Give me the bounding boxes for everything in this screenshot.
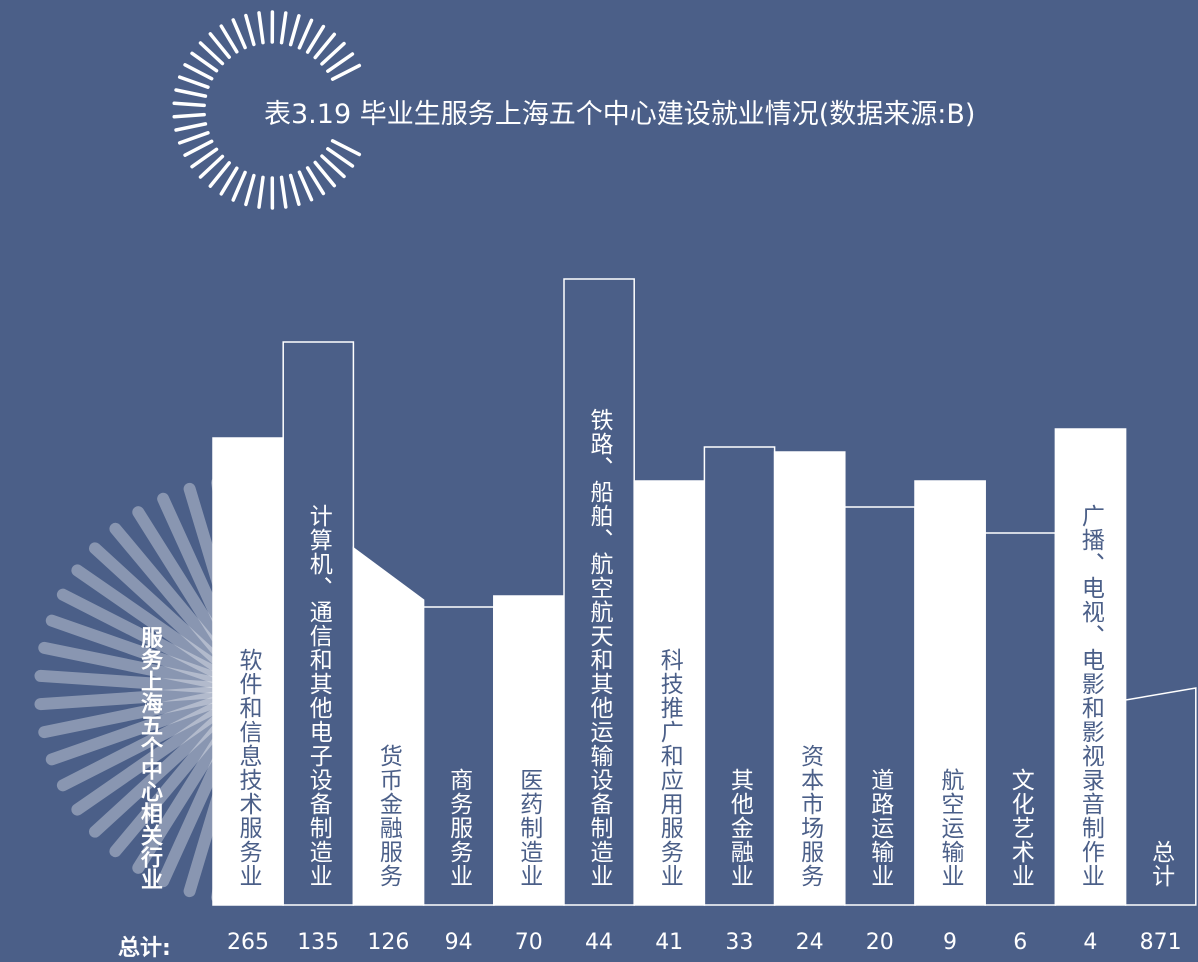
column-total: 6 xyxy=(985,930,1055,955)
column-total: 70 xyxy=(494,930,564,955)
ray xyxy=(174,115,204,117)
column-total: 33 xyxy=(704,930,774,955)
ray xyxy=(180,133,208,143)
column-total: 9 xyxy=(915,930,985,955)
ray xyxy=(282,177,286,207)
column-label: 医药制造业 xyxy=(494,768,564,888)
ray xyxy=(176,124,205,130)
column-total: 265 xyxy=(213,930,283,955)
column-label: 其他金融业 xyxy=(704,768,774,888)
ray xyxy=(259,13,263,43)
ray xyxy=(185,141,212,155)
ray xyxy=(185,65,212,79)
ray xyxy=(180,77,208,87)
column-label: 软件和信息技术服务业 xyxy=(213,648,283,888)
column-label: 总计 xyxy=(1126,840,1196,888)
ray xyxy=(333,141,360,155)
column-total: 94 xyxy=(424,930,494,955)
column-total: 871 xyxy=(1126,930,1196,955)
ray xyxy=(299,172,311,199)
column-label: 计算机、通信和其他电子设备制造业 xyxy=(283,504,353,888)
ray xyxy=(233,172,245,200)
column-label: 铁路、船舶、航空航天和其他运输设备制造业 xyxy=(564,408,634,888)
side-label: 服务上海五个中心相关行业 xyxy=(132,560,166,890)
column-total: 4 xyxy=(1055,930,1125,955)
column-label: 商务服务业 xyxy=(424,768,494,888)
column-label: 航空运输业 xyxy=(915,768,985,888)
ray xyxy=(299,20,311,47)
column-label: 货币金融服务 xyxy=(353,744,423,888)
ray xyxy=(291,175,299,204)
ray xyxy=(246,16,254,45)
column-total: 24 xyxy=(775,930,845,955)
column-label: 道路运输业 xyxy=(845,768,915,888)
column-total: 135 xyxy=(283,930,353,955)
ray xyxy=(291,16,299,45)
ray xyxy=(233,20,245,48)
column-label: 科技推广和应用服务业 xyxy=(634,648,704,888)
total-label: 总计: xyxy=(118,930,171,962)
title: 表3.19 毕业生服务上海五个中心建设就业情况(数据来源:B) xyxy=(264,92,975,131)
ray xyxy=(282,13,286,43)
column-total: 126 xyxy=(353,930,423,955)
column-total: 44 xyxy=(564,930,634,955)
ray xyxy=(333,66,360,80)
column-label: 广播、电视、电影和影视录音制作业 xyxy=(1055,504,1125,888)
ray xyxy=(246,176,254,205)
column-label: 文化艺术业 xyxy=(985,768,1055,888)
column-label: 资本市场服务 xyxy=(775,744,845,888)
column-total: 20 xyxy=(845,930,915,955)
ray xyxy=(176,90,205,96)
ray xyxy=(259,177,263,207)
ray xyxy=(174,103,204,105)
column-total: 41 xyxy=(634,930,704,955)
